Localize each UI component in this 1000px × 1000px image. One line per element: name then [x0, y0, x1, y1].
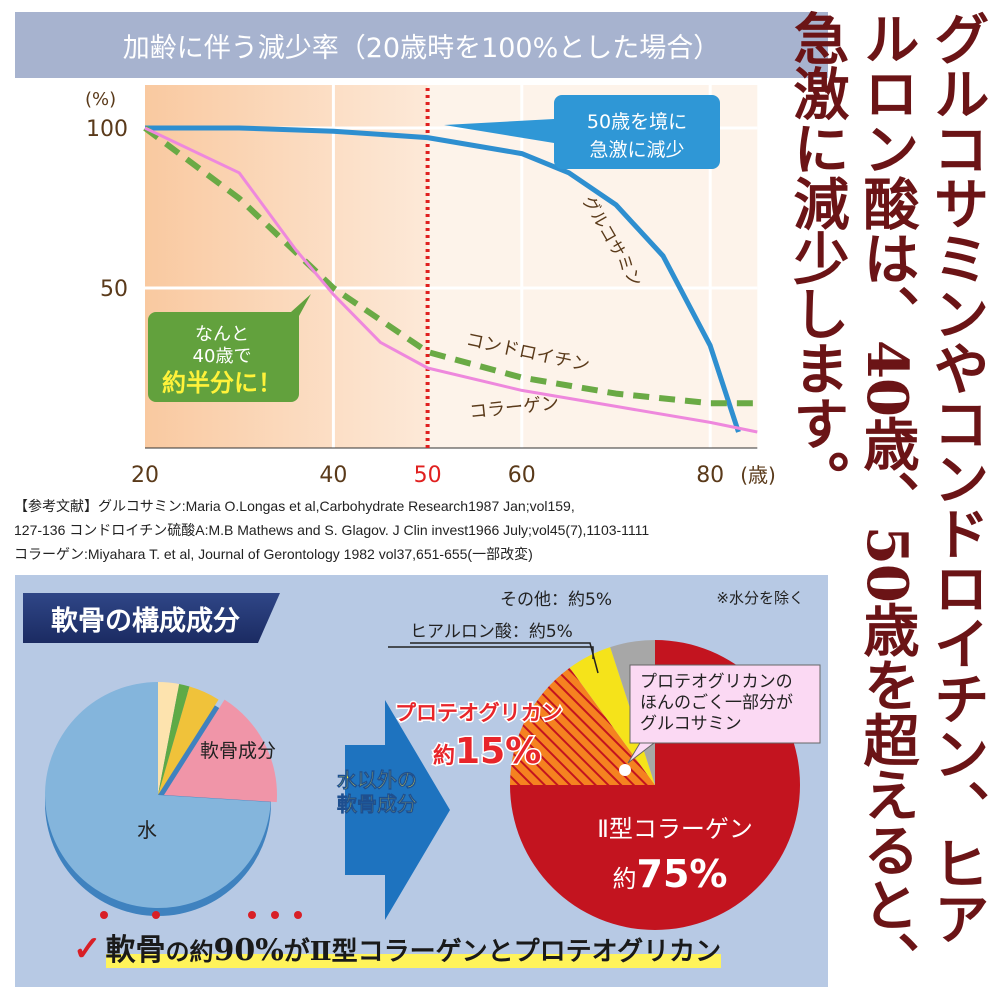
leader-line-hyaluronic	[410, 642, 599, 674]
reference-line: 【参考文献】グルコサミン:Maria O.Longas et al,Carboh…	[14, 498, 575, 514]
check-icon: ✓	[73, 929, 102, 969]
summary-emph: 90%	[213, 933, 284, 968]
reference-line: 127-136 コンドロイチン硫酸A:M.B Mathews and S. Gl…	[14, 522, 650, 538]
slice-value-proteoglycan: 約15%	[433, 731, 541, 772]
references: 【参考文献】グルコサミン:Maria O.Longas et al,Carboh…	[14, 494, 824, 566]
chart-title: 加齢に伴う減少率（20歳時を100%とした場合）	[122, 32, 721, 64]
callout-box	[629, 664, 821, 744]
summary-text: がⅡ型コラーゲンとプロテオグリカン	[283, 937, 722, 967]
x-tick-label: 20	[131, 463, 159, 488]
prefix: 約	[433, 743, 455, 769]
slice-label-cartilage: 軟骨成分	[200, 740, 276, 762]
emphasis-dot	[294, 911, 302, 919]
series-line-0	[145, 125, 741, 433]
leader-line-other	[388, 646, 594, 659]
x-tick-label: 60	[508, 463, 536, 488]
callout-highlight: 約半分に！	[162, 369, 282, 397]
callout-text: 50歳を境に	[587, 111, 687, 133]
series-line-1	[143, 125, 758, 407]
x-tick-label: 40	[319, 463, 347, 488]
slice-value-collagen: 約75%	[613, 852, 728, 896]
section-tab: 軟骨の構成成分	[23, 593, 280, 643]
slice-label-proteoglycan: プロテオグリカン	[395, 701, 563, 725]
reference-line: コラーゲン:Miyahara T. et al, Journal of Gero…	[14, 546, 533, 562]
slice-label-hyaluronic: ヒアルロン酸：約5%	[410, 622, 573, 642]
glucosamine-marker	[619, 764, 631, 776]
x-axis-unit: (歳)	[740, 463, 776, 487]
summary-emph: 軟骨	[105, 933, 166, 968]
summary-line: ✓ 軟骨の約90%がⅡ型コラーゲンとプロテオグリカン	[73, 925, 722, 969]
callout-text: 急激に減少	[589, 139, 684, 161]
callout-text: なんと	[195, 324, 249, 345]
chart-header: 加齢に伴う減少率（20歳時を100%とした場合）	[15, 12, 828, 78]
note: ※水分を除く	[716, 589, 804, 607]
prefix: 約	[613, 865, 637, 893]
slice-label-collagen: Ⅱ型コラーゲン	[597, 815, 753, 843]
composition-pies: 軟骨成分水水以外の軟骨成分その他：約5%ヒアルロン酸：約5%プロテオグリカンのほ…	[45, 590, 821, 930]
y-tick-label: 50	[100, 277, 128, 302]
slice-label-water: 水	[137, 818, 157, 842]
slice-label-other: その他：約5%	[500, 590, 612, 610]
right-slice-2	[569, 647, 655, 785]
left-slice-0	[158, 682, 180, 795]
callout-text: グルコサミン	[640, 714, 742, 734]
series-line-2	[144, 126, 758, 434]
arrow-icon	[345, 700, 450, 920]
callout-bubble-green	[148, 294, 311, 402]
value: 15%	[455, 731, 541, 772]
summary-text: の約	[165, 937, 214, 966]
left-slice-3	[164, 699, 277, 803]
callout-text: 40歳で	[193, 346, 252, 367]
emphasis-dot	[100, 911, 108, 919]
emphasis-dot	[248, 911, 256, 919]
x-tick-label: 80	[696, 463, 724, 488]
decline-line-chart: 20 40 50 60 80 (歳)50100(%)グルコサミンコンドロイチンコラーゲン5…	[85, 85, 776, 488]
callout-tail	[627, 742, 656, 764]
arrow-label: 水以外の	[337, 768, 417, 792]
right-slice-1	[510, 667, 655, 785]
summary-part: 軟骨の約90%がⅡ型コラーゲンとプロテオグリカン	[105, 933, 722, 968]
y-tick-label: 100	[86, 117, 128, 142]
left-slice-4	[45, 682, 271, 908]
callout-bubble-blue	[444, 95, 720, 169]
y-axis-unit: (%)	[85, 89, 116, 110]
headline: グルコサミンやコンドロイチン、ヒアルロン酸は、40歳、50歳を超えると、急激に減…	[784, 10, 990, 987]
emphasis-dot	[271, 911, 279, 919]
left-slice-2	[158, 686, 219, 795]
callout-text: ほんのごく一部分が	[640, 693, 793, 713]
callout-text: プロテオグリカンの	[640, 672, 793, 692]
cartilage-composition-panel: 軟骨成分水水以外の 軟骨成分 その他：約5% ヒアルロン酸：約5% プロテオグリカンのほ…	[15, 575, 828, 987]
arrow-label: 軟骨成分	[337, 792, 417, 816]
emphasis-dot	[152, 911, 160, 919]
left-slice-1	[158, 684, 190, 795]
value: 75%	[637, 852, 728, 896]
x-tick-label: 50	[414, 463, 442, 488]
